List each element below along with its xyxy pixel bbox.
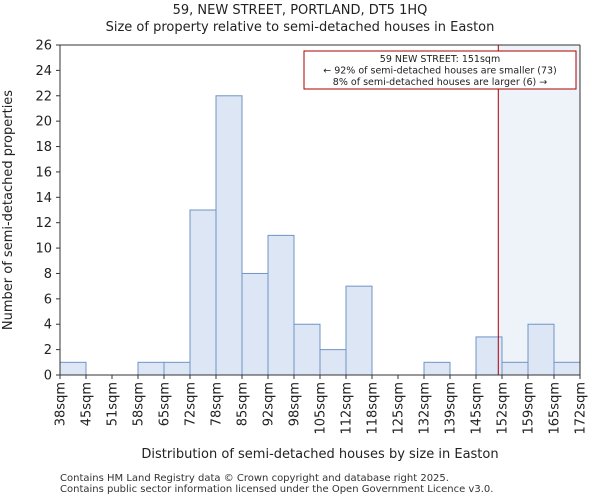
x-tick-label: 45sqm (80, 382, 95, 426)
y-tick-label: 10 (35, 242, 52, 257)
y-tick-label: 2 (44, 343, 52, 358)
histogram-bar (527, 323, 555, 376)
x-tick-label: 112sqm (340, 382, 355, 435)
y-tick-label: 6 (44, 292, 52, 307)
y-tick-label: 4 (44, 318, 52, 333)
x-tick-label: 58sqm (132, 382, 147, 426)
x-tick-label: 51sqm (106, 382, 121, 426)
x-tick-label: 65sqm (158, 382, 173, 426)
x-tick-label: 125sqm (392, 382, 407, 435)
histogram-bar (59, 361, 87, 376)
histogram-bar (163, 361, 191, 376)
histogram-bar (475, 336, 503, 376)
histogram-bar (553, 361, 581, 376)
y-tick-label: 0 (44, 369, 52, 384)
annotation-line: 59 NEW STREET: 151sqm (380, 54, 500, 65)
histogram-bar (215, 95, 243, 376)
x-tick-label: 118sqm (366, 382, 381, 435)
y-axis-label: Number of semi-detached properties (1, 90, 16, 330)
x-tick-label: 145sqm (470, 382, 485, 435)
x-tick-label: 105sqm (314, 382, 329, 435)
x-axis-label: Distribution of semi-detached houses by … (141, 447, 498, 462)
histogram-bar (501, 361, 529, 376)
y-tick-label: 16 (35, 165, 52, 180)
x-tick-label: 132sqm (418, 382, 433, 435)
x-tick-label: 172sqm (574, 382, 589, 435)
x-tick-label: 92sqm (262, 382, 277, 426)
histogram-bar (423, 361, 451, 376)
histogram-bar (345, 285, 373, 376)
footer-copyright: Contains HM Land Registry data © Crown c… (60, 473, 449, 484)
y-tick-label: 8 (44, 267, 52, 282)
chart-subtitle: Size of property relative to semi-detach… (105, 20, 495, 35)
y-tick-label: 26 (35, 39, 52, 54)
x-tick-label: 152sqm (496, 382, 511, 435)
histogram-bar (137, 361, 165, 376)
x-tick-label: 78sqm (210, 382, 225, 426)
x-tick-label: 139sqm (444, 382, 459, 435)
x-tick-label: 85sqm (236, 382, 251, 426)
x-tick-label: 38sqm (54, 382, 69, 426)
histogram-bar (189, 209, 217, 376)
x-tick-label: 72sqm (184, 382, 199, 426)
y-tick-label: 18 (35, 140, 52, 155)
x-tick-label: 98sqm (288, 382, 303, 426)
histogram-bar (293, 323, 321, 376)
y-tick-label: 20 (35, 115, 52, 130)
y-tick-label: 24 (35, 64, 52, 79)
histogram-bar (241, 272, 269, 376)
histogram-bar (319, 349, 347, 376)
x-tick-label: 159sqm (522, 382, 537, 435)
x-tick-label: 165sqm (548, 382, 563, 435)
annotation-box (303, 50, 577, 90)
chart-title: 59, NEW STREET, PORTLAND, DT5 1HQ (172, 3, 428, 18)
y-tick-label: 14 (35, 191, 52, 206)
histogram-bar (267, 234, 295, 376)
footer-licence: Contains public sector information licen… (60, 484, 494, 495)
larger-region-shade (498, 45, 580, 375)
annotation-line: ← 92% of semi-detached houses are smalle… (323, 66, 557, 77)
annotation-line: 8% of semi-detached houses are larger (6… (333, 77, 547, 88)
y-tick-label: 22 (35, 89, 52, 104)
y-tick-label: 12 (35, 216, 52, 231)
